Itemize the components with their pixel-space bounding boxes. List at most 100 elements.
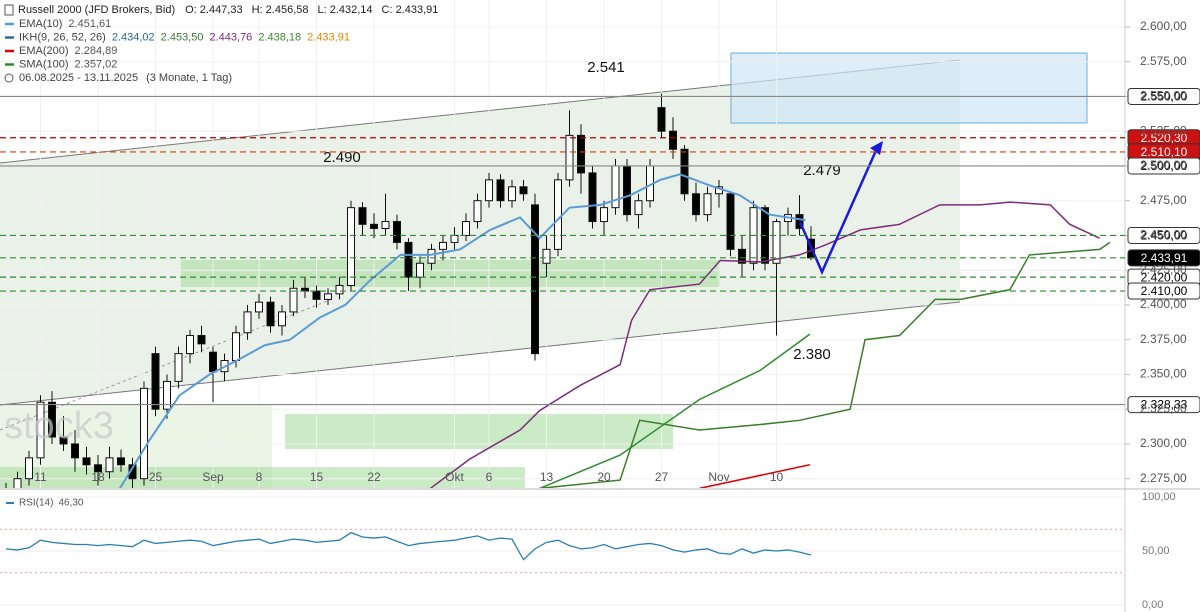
y-tick-label: 2.400,00 bbox=[1140, 297, 1187, 311]
candle-body bbox=[657, 107, 666, 132]
channel-lower bbox=[0, 301, 961, 406]
candle-body bbox=[25, 457, 33, 480]
candle-body bbox=[163, 380, 171, 410]
candle-body bbox=[381, 221, 390, 230]
level-label: 2.433,91 bbox=[1141, 251, 1188, 265]
candle-body bbox=[393, 221, 401, 243]
x-tick-label: 18 bbox=[91, 470, 105, 484]
levels: 2.550,00 2.520,302.510,102.500,00 2.450,00… bbox=[0, 87, 1200, 414]
indicator-line bbox=[539, 333, 811, 488]
legend-text: 2.433,91 bbox=[307, 31, 350, 43]
candle-body bbox=[370, 223, 378, 230]
y-tick-label: 2.475,00 bbox=[1140, 193, 1187, 207]
legend-text: SMA(100) bbox=[19, 58, 69, 70]
level-label: 2.510,10 bbox=[1141, 145, 1188, 159]
candle-body bbox=[577, 134, 585, 174]
level-label: 2.420,00 bbox=[1141, 270, 1188, 284]
candle-body bbox=[416, 262, 424, 278]
legend-text: EMA(10) bbox=[19, 18, 62, 30]
level-label: 2.410,00 bbox=[1141, 284, 1188, 298]
candle-body bbox=[726, 193, 735, 250]
candle-body bbox=[197, 335, 206, 345]
x-tick-label: Nov bbox=[708, 470, 729, 484]
candle-body bbox=[692, 193, 700, 216]
legend-text: 2.357,02 bbox=[75, 58, 118, 70]
x-tick-label: 27 bbox=[655, 470, 669, 484]
x-tick-label: Okt bbox=[445, 470, 464, 484]
y-tick-label: 2.275,00 bbox=[1140, 471, 1187, 485]
candle-body bbox=[36, 401, 45, 459]
y-tick-label: 2.325,00 bbox=[1140, 401, 1187, 415]
candle-body bbox=[554, 179, 562, 250]
candle-body bbox=[94, 464, 102, 473]
y-tick-label: 2.550,00 bbox=[1140, 89, 1187, 103]
level-box bbox=[1127, 226, 1200, 244]
candle-body bbox=[278, 311, 286, 327]
plot bbox=[5, 93, 1111, 488]
legend-text: L: 2.432,14 bbox=[317, 4, 372, 16]
legend-text: EMA(200) bbox=[19, 45, 69, 57]
y-tick-label: 2.350,00 bbox=[1140, 367, 1187, 381]
candle-body bbox=[289, 287, 298, 313]
candle-body bbox=[427, 248, 436, 264]
legend-text: 2.443,76 bbox=[209, 31, 252, 43]
zone bbox=[285, 414, 673, 449]
candle-body bbox=[71, 443, 79, 459]
candle-body bbox=[531, 204, 539, 355]
candle-body bbox=[485, 179, 493, 202]
x-tick-label: 10 bbox=[770, 470, 784, 484]
candle-body bbox=[496, 179, 505, 202]
legend-text: 2.453,50 bbox=[161, 31, 204, 43]
channel bbox=[0, 60, 960, 405]
annotation: 2.380 bbox=[793, 346, 831, 363]
legend-text: O: 2.447,33 bbox=[185, 4, 243, 16]
candle-body bbox=[105, 457, 114, 473]
candle-body bbox=[404, 241, 413, 278]
candle-body bbox=[82, 457, 91, 466]
candle-body bbox=[439, 241, 447, 250]
candle-body bbox=[738, 248, 746, 264]
level-box bbox=[1127, 157, 1200, 175]
y-tick-label: 50,00 bbox=[1142, 545, 1170, 557]
y-tick-label: 100,00 bbox=[1142, 491, 1176, 503]
y-tick-label: 0,00 bbox=[1142, 599, 1163, 611]
legend-text: 06.08.2025 - 13.11.2025 bbox=[19, 72, 138, 84]
candle-body bbox=[462, 221, 470, 236]
candle-body bbox=[669, 130, 677, 150]
candle-body bbox=[209, 351, 217, 373]
candle-body bbox=[703, 193, 712, 216]
candle-body bbox=[48, 401, 56, 438]
candle-body bbox=[795, 214, 804, 230]
candle-body bbox=[450, 234, 459, 243]
y-tick-label: 2.425,00 bbox=[1140, 262, 1187, 276]
rsi-value: 46,30 bbox=[58, 498, 83, 509]
level-label: 2.500,00 bbox=[1141, 159, 1188, 173]
x-tick-label: 11 bbox=[34, 470, 47, 484]
y-tick-label: 2.375,00 bbox=[1140, 332, 1187, 346]
annotation: 2.541 bbox=[587, 59, 625, 76]
candle-body bbox=[335, 284, 344, 295]
legend-text: Russell 2000 (JFD Brokers, Bid) bbox=[18, 4, 175, 16]
candle-body bbox=[473, 200, 482, 223]
icon bbox=[4, 4, 14, 16]
level-label: 2.328,33 bbox=[1141, 398, 1188, 412]
candle-body bbox=[140, 387, 148, 480]
y-tick-label: 2.300,00 bbox=[1140, 436, 1187, 450]
level-label: 2.520,30 bbox=[1141, 131, 1188, 145]
candle-body bbox=[324, 293, 332, 300]
legend-text: H: 2.456,58 bbox=[252, 4, 309, 16]
candle-body bbox=[358, 207, 367, 225]
candle-body bbox=[347, 207, 355, 286]
x-tick-label: 25 bbox=[149, 470, 163, 484]
legend-text: 2.438,18 bbox=[258, 31, 301, 43]
candle-body bbox=[623, 165, 631, 216]
clock-icon bbox=[4, 73, 14, 83]
rsi-pane: 100,00 50,00 0,00 RSI(14) 46,30 bbox=[0, 491, 1176, 611]
candle-body bbox=[634, 200, 643, 216]
indicator-line bbox=[699, 464, 811, 488]
arrow-head bbox=[870, 141, 883, 155]
candle-body bbox=[565, 134, 574, 181]
target-box bbox=[730, 52, 1088, 124]
candle-body bbox=[680, 148, 689, 195]
